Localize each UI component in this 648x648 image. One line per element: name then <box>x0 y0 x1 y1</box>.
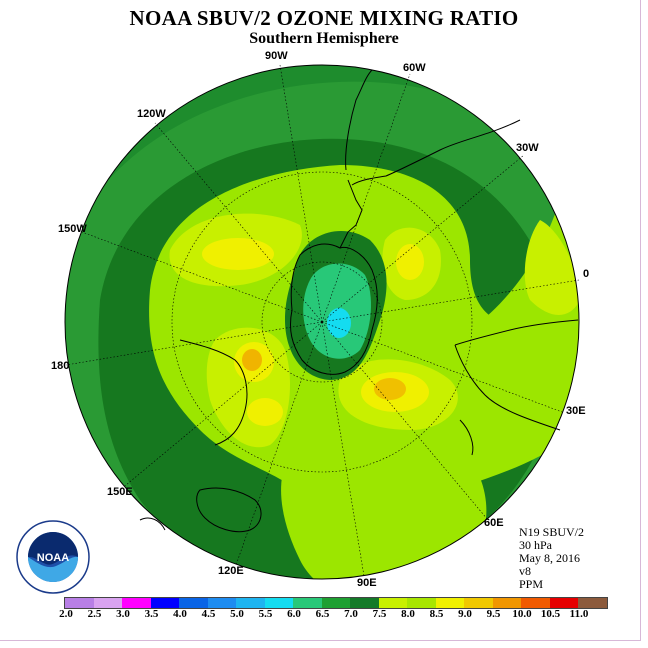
colorbar-segment <box>435 598 464 608</box>
colorbar-segment <box>492 598 521 608</box>
colorbar-segment <box>293 598 322 608</box>
field-9.0-a <box>374 378 406 400</box>
colorbar-tick-label: 6.5 <box>315 608 330 620</box>
version-label: v8 <box>519 564 531 578</box>
colorbar-segment <box>264 598 293 608</box>
product-info: N19 SBUV/2 30 hPa May 8, 2016 v8 PPM <box>519 526 584 591</box>
australia-south <box>196 487 262 533</box>
colorbar-segment <box>407 598 436 608</box>
map-subtitle: Southern Hemisphere <box>249 30 399 47</box>
colorbar-tick-label: 4.0 <box>173 608 187 620</box>
colorbar-segment <box>207 598 236 608</box>
lon-label-90w: 90W <box>265 50 288 62</box>
colorbar-tick-label: 9.0 <box>458 608 472 620</box>
colorbar-tick-label: 11.0 <box>569 608 589 620</box>
map-border <box>64 64 580 580</box>
antarctic-peninsula <box>339 179 363 249</box>
colorbar-tick-label: 8.5 <box>429 608 444 620</box>
south-america-coast <box>345 69 373 171</box>
lon-label-30e: 30E <box>566 405 586 417</box>
colorbar-tick-label: 10.0 <box>512 608 532 620</box>
lon-label-90e: 90E <box>357 577 377 589</box>
colorbar-segment <box>179 598 208 608</box>
colorbar-tick-label: 8.0 <box>401 608 415 620</box>
colorbar-tick-label: 10.5 <box>540 608 561 620</box>
graticule <box>65 64 580 577</box>
coastlines <box>139 69 579 533</box>
colorbar-tick-label: 7.0 <box>344 608 358 620</box>
meridian <box>154 122 323 323</box>
lon-label-120e: 120E <box>218 565 244 577</box>
colorbar-segment <box>549 598 578 608</box>
colorbar-segment <box>321 598 350 608</box>
colorbar-segment <box>236 598 265 608</box>
colorbar-segment <box>65 598 94 608</box>
africa-coast <box>454 319 579 346</box>
lon-label-150w: 150W <box>58 223 87 235</box>
field-9.0-b <box>242 349 262 371</box>
lon-label-180: 180 <box>51 360 70 372</box>
colorbar-tick-label: 3.0 <box>116 608 130 620</box>
meridian <box>235 321 323 566</box>
field-5.5 <box>327 308 351 338</box>
colorbar-tick-label: 2.5 <box>87 608 102 620</box>
latitude-circle <box>171 171 473 473</box>
noaa-logo: NOAA <box>16 520 90 594</box>
colorbar-tick-label: 7.5 <box>372 608 387 620</box>
colorbar-segment <box>150 598 179 608</box>
colorbar-segment <box>578 598 607 608</box>
colorbar-segment <box>93 598 122 608</box>
colorbar-segment <box>521 598 550 608</box>
colorbar-segment <box>122 598 151 608</box>
australia-west <box>179 339 248 446</box>
lon-label-30w: 30W <box>516 142 539 154</box>
field-8.5-e <box>247 398 283 426</box>
meridian <box>321 279 580 323</box>
colorbar-tick-label: 6.0 <box>287 608 301 620</box>
field-8.0-east <box>524 220 579 315</box>
ozone-field <box>65 65 579 579</box>
madagascar <box>459 419 474 456</box>
meridian <box>321 154 525 323</box>
colorbar-tick-label: 9.5 <box>486 608 501 620</box>
colorbar-tick-label: 4.5 <box>201 608 216 620</box>
lon-label-0: 0 <box>583 268 590 280</box>
colorbar-tick-label: 2.0 <box>59 608 73 620</box>
lon-label-60e: 60E <box>484 517 504 529</box>
pressure-level: 30 hPa <box>519 538 552 552</box>
meridian <box>81 231 323 323</box>
colorbar-segment <box>350 598 379 608</box>
meridian <box>321 321 365 577</box>
meridian <box>321 321 563 413</box>
date-label: May 8, 2016 <box>519 551 580 565</box>
logo-text: NOAA <box>37 552 69 564</box>
colorbar-labels: 2.0 2.5 3.0 3.5 4.0 4.5 5.0 5.5 6.0 6.5 7.0 7.5 8.0 8… <box>0 608 648 622</box>
map-title: NOAA SBUV/2 OZONE MIXING RATIO <box>129 6 519 30</box>
colorbar-segment <box>464 598 493 608</box>
colorbar-tick-label: 5.5 <box>258 608 273 620</box>
antarctica-coast <box>289 243 378 375</box>
meridian <box>321 321 489 521</box>
lon-label-150e: 150E <box>107 486 133 498</box>
logo-wave <box>28 556 78 582</box>
satellite-label: N19 SBUV/2 <box>519 525 585 539</box>
field-8.5-a <box>202 238 274 270</box>
colorbar-segment <box>378 598 407 608</box>
new-zealand <box>139 517 166 531</box>
africa-south-coast <box>454 344 561 431</box>
meridian <box>279 64 323 323</box>
field-8.5-b <box>396 244 424 280</box>
latitude-circle <box>261 261 383 383</box>
colorbar-tick-label: 5.0 <box>230 608 244 620</box>
colorbar-tick-label: 3.5 <box>144 608 159 620</box>
units-label: PPM <box>519 577 544 591</box>
figure-frame <box>0 0 641 641</box>
colorbar <box>64 597 608 609</box>
lon-label-60w: 60W <box>403 62 426 74</box>
logo-bird <box>28 532 78 565</box>
south-america-east-coast <box>351 119 521 186</box>
field-7.5-south <box>281 429 487 579</box>
lon-label-120w: 120W <box>137 108 166 120</box>
